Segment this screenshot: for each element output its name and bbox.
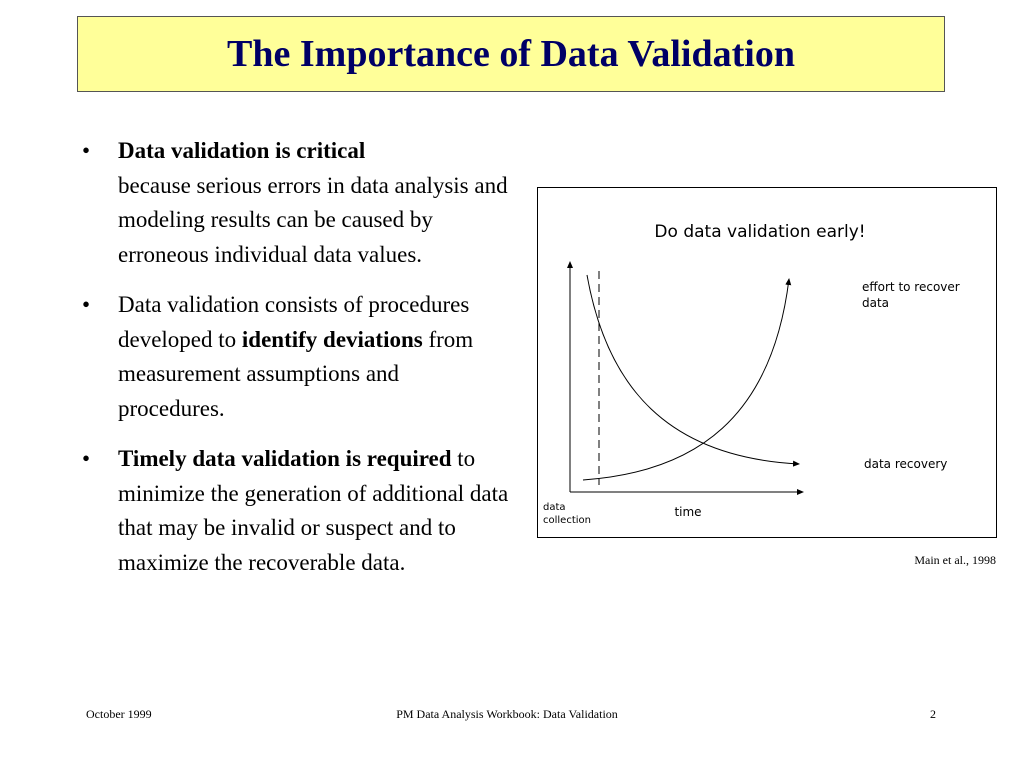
page-number: 2 xyxy=(930,707,936,721)
bullet-text: to minimize the generation of additional… xyxy=(118,446,509,575)
title-box: The Importance of Data Validation xyxy=(77,16,945,92)
marker-label: data collection xyxy=(543,502,591,526)
bullet: Data validation is critical because seri… xyxy=(80,134,510,272)
slide-title: The Importance of Data Validation xyxy=(227,33,795,75)
figure: Do data validation early! effort to reco… xyxy=(537,187,997,538)
bullet-text: Timely data validation is required xyxy=(118,446,452,471)
figure-title: Do data validation early! xyxy=(654,222,865,242)
bullet-text: Data validation consists of procedures d… xyxy=(118,292,470,352)
figure-frame xyxy=(537,187,997,538)
bullet: Data validation consists of procedures d… xyxy=(80,288,510,426)
bullet-text: identify deviations xyxy=(241,326,423,352)
effort-label: effort to recover data xyxy=(862,280,960,310)
footer-date: October 1999 xyxy=(86,707,152,721)
effort-curve xyxy=(582,278,792,481)
recovery-curve xyxy=(586,274,800,467)
citation: Main et al., 1998 xyxy=(914,553,996,567)
footer-title: PM Data Analysis Workbook: Data Validati… xyxy=(396,707,618,721)
recovery-label: data recovery xyxy=(864,457,947,471)
x-axis-label: time xyxy=(674,505,701,519)
bullet-text: Data validation is critical xyxy=(118,138,366,163)
marker-label-box: data collection xyxy=(543,502,591,526)
effort-label-box: effort to recover data xyxy=(862,280,960,310)
bullet: Timely data validation is required to mi… xyxy=(80,442,510,580)
bullet-list: Data validation is critical because seri… xyxy=(80,134,510,596)
bullet-text: because serious errors in data analysis … xyxy=(118,172,508,267)
bullet-text: from measurement assumptions and procedu… xyxy=(118,326,474,421)
